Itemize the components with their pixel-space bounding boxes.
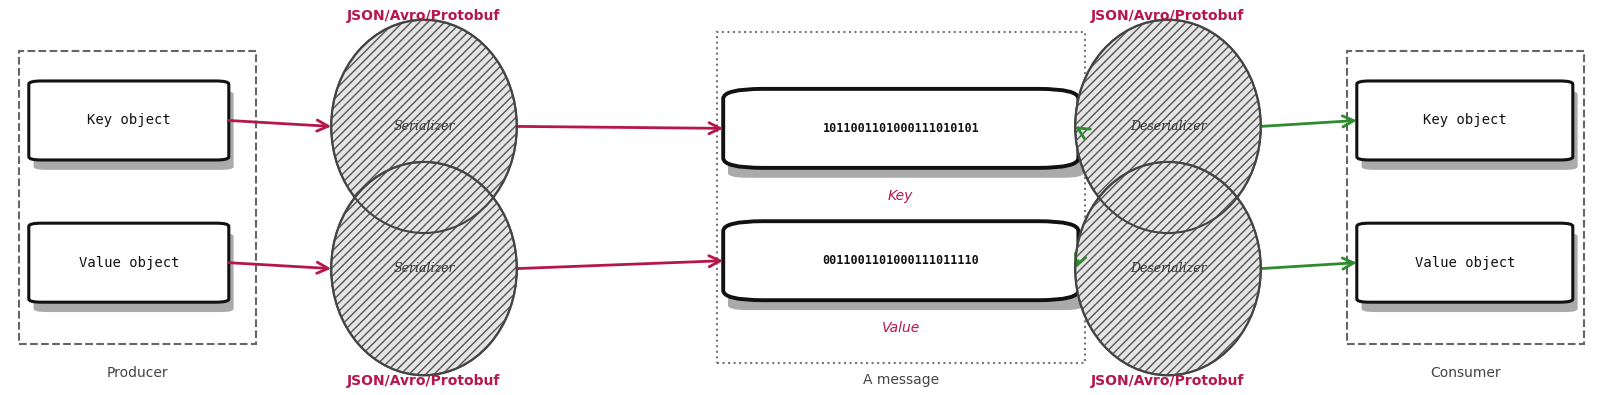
FancyBboxPatch shape <box>1357 223 1573 302</box>
Text: A message: A message <box>862 373 939 387</box>
FancyBboxPatch shape <box>29 223 229 302</box>
Text: JSON/Avro/Protobuf: JSON/Avro/Protobuf <box>1091 9 1245 23</box>
Text: Deserializer: Deserializer <box>1130 262 1206 275</box>
FancyBboxPatch shape <box>728 99 1083 178</box>
Text: Serializer: Serializer <box>394 120 454 133</box>
Text: JSON/Avro/Protobuf: JSON/Avro/Protobuf <box>1091 374 1245 388</box>
Text: 0011001101000111011110: 0011001101000111011110 <box>822 254 979 267</box>
Ellipse shape <box>1075 162 1261 375</box>
Text: 1011001101000111010101: 1011001101000111010101 <box>822 122 979 135</box>
Text: JSON/Avro/Protobuf: JSON/Avro/Protobuf <box>347 9 501 23</box>
FancyBboxPatch shape <box>723 89 1078 168</box>
Text: Value object: Value object <box>78 256 179 270</box>
FancyBboxPatch shape <box>29 81 229 160</box>
Text: Value object: Value object <box>1414 256 1515 270</box>
Ellipse shape <box>331 162 517 375</box>
Ellipse shape <box>331 20 517 233</box>
FancyBboxPatch shape <box>728 231 1083 310</box>
FancyBboxPatch shape <box>1362 91 1578 170</box>
Text: JSON/Avro/Protobuf: JSON/Avro/Protobuf <box>347 374 501 388</box>
FancyBboxPatch shape <box>1362 233 1578 312</box>
Ellipse shape <box>1075 20 1261 233</box>
Text: Key: Key <box>888 188 914 203</box>
FancyBboxPatch shape <box>723 221 1078 300</box>
Text: Value: Value <box>882 321 920 335</box>
Text: Deserializer: Deserializer <box>1130 120 1206 133</box>
Text: Producer: Producer <box>107 366 168 380</box>
Text: Key object: Key object <box>1422 113 1507 128</box>
FancyBboxPatch shape <box>34 91 234 170</box>
FancyBboxPatch shape <box>1357 81 1573 160</box>
Text: Serializer: Serializer <box>394 262 454 275</box>
Text: Consumer: Consumer <box>1430 366 1501 380</box>
Text: Key object: Key object <box>86 113 171 128</box>
FancyBboxPatch shape <box>34 233 234 312</box>
